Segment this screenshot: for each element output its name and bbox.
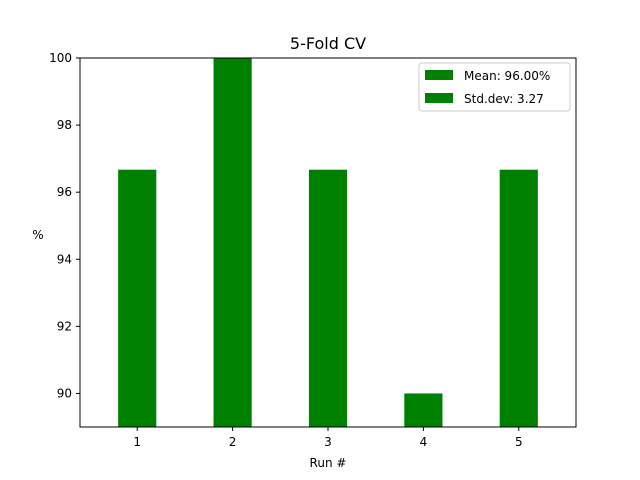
bar-run-5 [499, 169, 538, 427]
bar-run-1 [118, 169, 157, 427]
y-axis-label: % [32, 228, 43, 242]
x-tick-label: 4 [420, 435, 428, 449]
bar-run-4 [404, 393, 443, 427]
legend-label-stddev: Std.dev: 3.27 [464, 92, 544, 106]
y-tick-label: 100 [49, 51, 72, 65]
legend-box [418, 62, 571, 112]
y-axis-ticks: 90 92 94 96 98 100 [49, 51, 80, 400]
x-tick-label: 5 [515, 435, 523, 449]
x-tick-label: 3 [324, 435, 332, 449]
bar-run-3 [308, 169, 348, 427]
x-tick-label: 2 [229, 435, 237, 449]
y-tick-label: 96 [57, 185, 72, 199]
y-tick-label: 94 [57, 252, 72, 266]
plot-frame [79, 57, 577, 428]
y-tick-label: 90 [57, 386, 72, 400]
legend-swatch-stddev [425, 93, 453, 103]
legend-swatch-mean [425, 70, 453, 80]
bars-group [118, 58, 538, 427]
legend: Mean: 96.00% Std.dev: 3.27 [418, 62, 571, 112]
legend-label-mean: Mean: 96.00% [464, 69, 550, 83]
x-axis-ticks: 1 2 3 4 5 [133, 427, 523, 449]
y-tick-label: 92 [57, 319, 72, 333]
x-tick-label: 1 [133, 435, 141, 449]
y-tick-label: 98 [57, 118, 72, 132]
x-axis-label: Run # [310, 456, 347, 470]
chart-title: 5-Fold CV [290, 34, 366, 53]
bar-run-2 [213, 58, 252, 427]
